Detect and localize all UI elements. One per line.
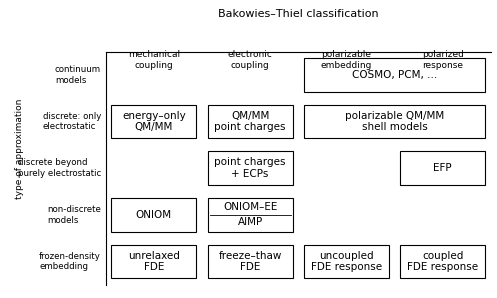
Text: Bakowies–Thiel classification: Bakowies–Thiel classification (218, 9, 379, 19)
Bar (208, 151, 293, 185)
Text: type of approximation: type of approximation (15, 99, 24, 199)
Text: discrete beyond
purely electrostatic: discrete beyond purely electrostatic (18, 159, 101, 178)
Text: AIMP: AIMP (238, 217, 263, 227)
Text: ONIOM–EE: ONIOM–EE (223, 202, 277, 212)
Text: point charges
+ ECPs: point charges + ECPs (214, 157, 286, 179)
Text: energy–only
QM/MM: energy–only QM/MM (122, 111, 186, 132)
Text: QM/MM
point charges: QM/MM point charges (214, 111, 286, 132)
Text: mechanical
coupling: mechanical coupling (128, 50, 180, 69)
Bar (400, 245, 485, 278)
Bar (208, 198, 293, 232)
Text: ONIOM: ONIOM (136, 210, 172, 220)
Text: uncoupled
FDE response: uncoupled FDE response (311, 251, 382, 272)
Text: polarizable
embedding: polarizable embedding (321, 50, 372, 69)
Text: electronic
coupling: electronic coupling (228, 50, 272, 69)
Bar (111, 105, 196, 138)
Text: freeze–thaw
FDE: freeze–thaw FDE (219, 251, 282, 272)
Bar (111, 198, 196, 232)
Text: polarized
response: polarized response (422, 50, 464, 69)
Text: discrete: only
electrostatic: discrete: only electrostatic (43, 112, 101, 131)
Bar (111, 245, 196, 278)
Bar (208, 245, 293, 278)
Text: EFP: EFP (433, 163, 452, 173)
Bar (304, 58, 485, 92)
Text: COSMO, PCM, ...: COSMO, PCM, ... (352, 70, 437, 80)
Text: polarizable QM/MM
shell models: polarizable QM/MM shell models (345, 111, 444, 132)
Text: coupled
FDE response: coupled FDE response (407, 251, 478, 272)
Text: frozen-density
embedding: frozen-density embedding (39, 252, 101, 271)
Text: unrelaxed
FDE: unrelaxed FDE (128, 251, 180, 272)
Bar (304, 105, 485, 138)
Bar (208, 105, 293, 138)
Text: continuum
models: continuum models (55, 65, 101, 85)
Bar (304, 245, 389, 278)
Text: non-discrete
models: non-discrete models (47, 205, 101, 224)
Bar (400, 151, 485, 185)
